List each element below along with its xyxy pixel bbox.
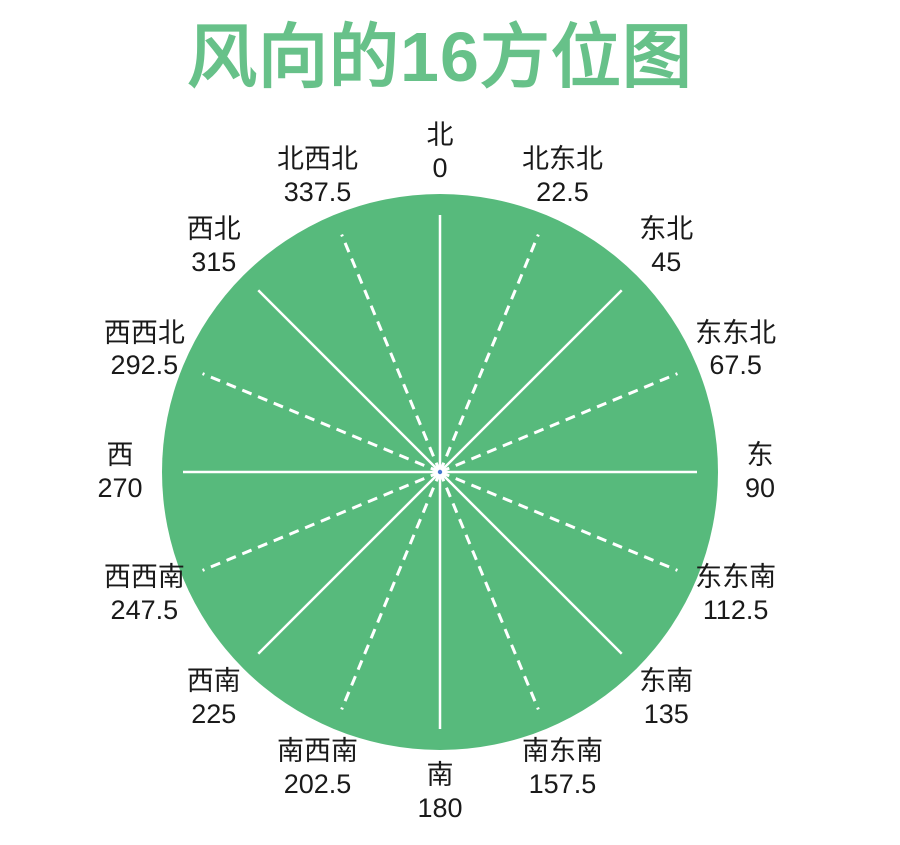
- direction-label-90: 东 90: [745, 439, 775, 505]
- page-title: 风向的16方位图: [187, 18, 693, 96]
- direction-line-135: [439, 471, 623, 655]
- direction-degrees: 157.5: [528, 768, 597, 799]
- direction-label-112.5: 东东南 112.5: [695, 562, 776, 628]
- direction-line-337.5: [340, 233, 442, 473]
- direction-line-202.5: [340, 471, 442, 711]
- direction-name: 东东南: [695, 562, 777, 593]
- direction-name: 北东北: [521, 144, 603, 175]
- direction-label-247.5: 西西南 247.5: [104, 562, 185, 628]
- direction-degrees: 247.5: [110, 595, 179, 626]
- direction-label-67.5: 东东北 67.5: [695, 317, 776, 383]
- direction-name: 西: [106, 440, 134, 471]
- direction-label-22.5: 北东北 22.5: [522, 143, 603, 209]
- direction-name: 南: [426, 760, 454, 791]
- direction-name: 西南: [186, 666, 241, 697]
- direction-line-45: [439, 289, 623, 473]
- direction-label-135: 东南 135: [639, 665, 693, 731]
- direction-degrees: 112.5: [702, 595, 769, 626]
- direction-degrees: 0: [432, 153, 448, 183]
- direction-name: 西西北: [103, 317, 185, 348]
- direction-line-112.5: [439, 470, 679, 572]
- direction-degrees: 67.5: [709, 350, 762, 381]
- direction-label-180: 南 180: [417, 759, 462, 825]
- direction-name: 北西北: [277, 144, 359, 175]
- direction-degrees: 90: [744, 473, 776, 503]
- direction-name: 东: [746, 440, 774, 471]
- direction-label-157.5: 南东南 157.5: [522, 735, 603, 801]
- center-dot: [437, 469, 443, 475]
- direction-name: 北: [426, 120, 454, 151]
- direction-name: 南西南: [277, 735, 359, 766]
- direction-degrees: 22.5: [536, 177, 589, 208]
- direction-degrees: 270: [97, 473, 143, 503]
- direction-line-247.5: [201, 470, 441, 572]
- direction-line-292.5: [201, 372, 441, 474]
- direction-name: 东北: [639, 213, 694, 244]
- direction-degrees: 337.5: [283, 177, 352, 208]
- direction-name: 南东南: [521, 735, 603, 766]
- direction-name: 西北: [186, 213, 241, 244]
- direction-name: 西西南: [103, 562, 185, 593]
- direction-line-22.5: [438, 233, 540, 473]
- direction-degrees: 135: [643, 699, 689, 730]
- direction-label-292.5: 西西北 292.5: [104, 317, 185, 383]
- direction-degrees: 225: [191, 699, 237, 730]
- direction-line-225: [257, 471, 441, 655]
- direction-degrees: 45: [651, 246, 682, 277]
- direction-degrees: 315: [191, 246, 237, 277]
- direction-degrees: 202.5: [283, 768, 352, 799]
- direction-label-337.5: 北西北 337.5: [277, 143, 358, 209]
- direction-degrees: 180: [417, 793, 463, 823]
- direction-label-202.5: 南西南 202.5: [277, 735, 358, 801]
- direction-name: 东东北: [695, 317, 777, 348]
- direction-line-157.5: [438, 471, 540, 711]
- direction-label-270: 西 270: [97, 439, 142, 505]
- direction-line-67.5: [439, 372, 679, 474]
- direction-label-225: 西南 225: [187, 665, 241, 731]
- direction-label-45: 东北 45: [639, 213, 693, 279]
- direction-name: 东南: [639, 666, 694, 697]
- direction-degrees: 292.5: [110, 350, 179, 381]
- direction-label-315: 西北 315: [187, 213, 241, 279]
- direction-line-315: [257, 289, 441, 473]
